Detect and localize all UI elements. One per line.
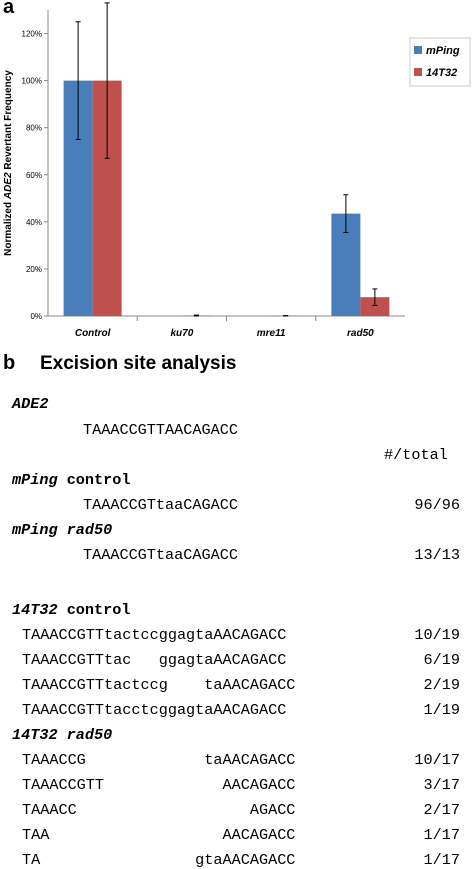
y-tick-label: 0% — [30, 312, 42, 321]
group-heading: mPing control — [12, 471, 131, 489]
sequence-count: 13/13 — [380, 546, 460, 564]
sequence-row: TAAACCGTTtacctcggagtaAACAGACC — [22, 701, 286, 719]
count-header: #/total — [384, 446, 448, 464]
x-tick-label: rad50 — [347, 328, 374, 339]
sequence-row: TAAACCGTTtactccg taAACAGACC — [22, 676, 295, 694]
legend-swatch-14T32 — [414, 68, 422, 76]
sequence-row: TAAACCGTTtactccggagtaAACAGACC — [22, 626, 286, 644]
y-tick-label: 60% — [26, 171, 42, 180]
bar-chart: 0% 20% 40% 60% 80% 100% 120% Control ku70 mre11 ra… — [0, 0, 472, 345]
sequence-count: 2/17 — [380, 801, 460, 819]
sequence-count: 2/19 — [380, 676, 460, 694]
y-tick-label: 120% — [22, 30, 42, 39]
ade2-heading: ADE2 — [12, 395, 48, 413]
x-tick-label: Control — [75, 328, 111, 339]
sequence-count: 10/19 — [380, 626, 460, 644]
sequence-count: 1/17 — [380, 851, 460, 869]
panel-b-letter: b — [3, 352, 15, 375]
legend-label-14T32: 14T32 — [426, 67, 457, 79]
group-heading: mPing rad50 — [12, 521, 112, 539]
x-tick-label: mre11 — [257, 328, 286, 339]
sequence-count: 3/17 — [380, 776, 460, 794]
sequence-count: 96/96 — [380, 496, 460, 514]
y-tick-label: 80% — [26, 124, 42, 133]
sequence-row: TA gtaAACAGACC — [22, 851, 295, 869]
group-heading: 14T32 control — [12, 601, 131, 619]
y-tick-label: 20% — [26, 265, 42, 274]
sequence-row: TAAACC AGACC — [22, 801, 295, 819]
ade2-sequence: TAAACCGTTAACAGACC — [83, 421, 238, 439]
x-tick-label: ku70 — [170, 328, 193, 339]
sequence-row: TAAACCGTtaaCAGACC — [83, 496, 238, 514]
sequence-row: TAAACCGTtaaCAGACC — [83, 546, 238, 564]
legend-label-mPing: mPing — [426, 45, 460, 57]
sequence-row: TAA AACAGACC — [22, 826, 295, 844]
panel-b-title: Excision site analysis — [40, 353, 236, 375]
sequence-count: 10/17 — [380, 751, 460, 769]
sequence-count: 6/19 — [380, 651, 460, 669]
y-axis-label: Normalized ADE2 Revertant Frequency — [3, 70, 14, 256]
sequence-count: 1/17 — [380, 826, 460, 844]
group-heading: 14T32 rad50 — [12, 726, 112, 744]
sequence-row: TAAACCG taAACAGACC — [22, 751, 295, 769]
y-tick-label: 40% — [26, 218, 42, 227]
sequence-row: TAAACCGTTtac ggagtaAACAGACC — [22, 651, 286, 669]
y-tick-label: 100% — [22, 77, 42, 86]
sequence-count: 1/19 — [380, 701, 460, 719]
sequence-row: TAAACCGTT AACAGACC — [22, 776, 295, 794]
legend-swatch-mPing — [414, 46, 422, 54]
